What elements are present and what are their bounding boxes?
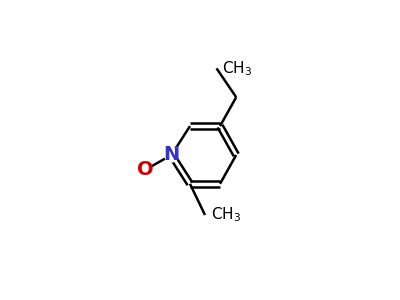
Text: CH$_3$: CH$_3$	[211, 206, 241, 224]
Text: CH$_3$: CH$_3$	[222, 59, 252, 78]
Text: N: N	[163, 146, 180, 164]
Circle shape	[164, 148, 178, 162]
Circle shape	[138, 163, 152, 177]
Text: O: O	[137, 160, 153, 179]
